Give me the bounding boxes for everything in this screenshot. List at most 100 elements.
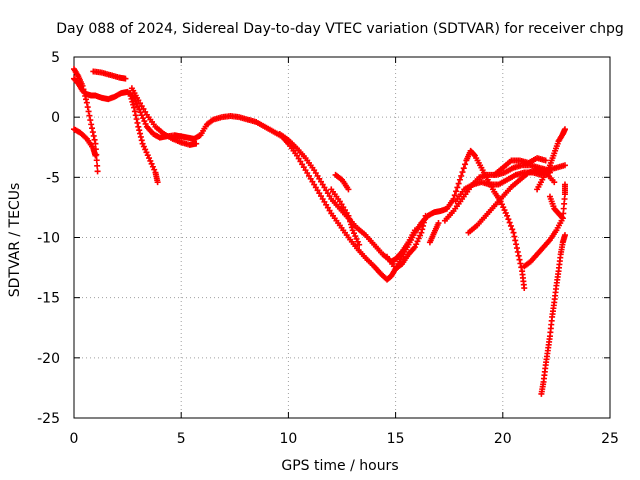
data-point <box>133 116 140 123</box>
y-tick-label: -5 <box>46 170 60 186</box>
y-tick-label: -20 <box>37 351 60 367</box>
data-point <box>459 169 466 176</box>
y-tick-label: -25 <box>37 411 60 427</box>
data-point <box>551 179 558 186</box>
x-tick-label: 20 <box>494 431 512 447</box>
data-point <box>91 136 98 143</box>
data-point <box>83 99 90 106</box>
data-point <box>138 137 145 144</box>
series-track-2 <box>71 66 101 175</box>
x-tick-label: 0 <box>70 431 79 447</box>
data-point <box>79 82 86 89</box>
data-point <box>128 95 135 102</box>
data-point <box>462 161 469 168</box>
data-point <box>81 89 88 96</box>
series-track-1 <box>71 75 528 292</box>
series-track-8 <box>328 186 363 248</box>
data-point <box>455 180 462 187</box>
data-point <box>136 127 143 134</box>
data-point <box>122 75 129 82</box>
data-point <box>515 252 522 259</box>
data-point <box>517 260 524 267</box>
data-point <box>92 152 99 159</box>
series-track-3 <box>71 126 99 159</box>
data-point <box>93 157 100 164</box>
data-point <box>561 181 568 188</box>
x-tick-label: 25 <box>601 431 619 447</box>
data-point <box>348 221 355 228</box>
data-point <box>456 176 463 183</box>
data-point <box>435 220 442 227</box>
data-point <box>453 188 460 195</box>
data-point <box>89 129 96 136</box>
data-point <box>419 226 426 233</box>
data-point <box>134 119 141 126</box>
series-track-11 <box>426 220 442 246</box>
data-point <box>454 184 461 191</box>
data-point <box>509 226 516 233</box>
x-tick-label: 5 <box>177 431 186 447</box>
chart-title: Day 088 of 2024, Sidereal Day-to-day VTE… <box>56 21 624 37</box>
data-point <box>561 162 568 169</box>
x-tick-label: 10 <box>279 431 297 447</box>
y-tick-label: -10 <box>37 231 60 247</box>
data-point <box>513 245 520 252</box>
data-point <box>94 168 101 175</box>
data-point <box>131 108 138 115</box>
data-point <box>86 112 93 119</box>
data-point <box>471 151 478 158</box>
data-point <box>506 219 513 226</box>
data-point <box>505 216 512 223</box>
data-point <box>559 215 566 222</box>
data-point <box>420 219 427 226</box>
data-point <box>512 237 519 244</box>
data-point <box>347 218 354 225</box>
data-point <box>513 241 520 248</box>
data-point <box>80 86 87 93</box>
y-tick-label: -15 <box>37 291 60 307</box>
data-point <box>521 285 528 292</box>
x-tick-label: 15 <box>387 431 405 447</box>
series-track-10 <box>384 212 429 272</box>
axis-ticks: 0 5 10 15 20 25 -25 -20 -15 -10 -5 0 5 <box>37 50 619 447</box>
data-point <box>511 233 518 240</box>
y-tick-label: 0 <box>51 110 60 126</box>
data-point <box>84 104 91 111</box>
data-point <box>420 222 427 229</box>
data-point <box>89 125 96 132</box>
data-point <box>421 216 428 223</box>
data-point <box>418 229 425 236</box>
data-series <box>71 66 568 397</box>
data-point <box>137 133 144 140</box>
x-axis-label: GPS time / hours <box>281 458 398 474</box>
series-track-6 <box>128 85 200 148</box>
data-point <box>137 130 144 137</box>
data-point <box>458 172 465 179</box>
data-point <box>129 98 136 105</box>
data-point <box>422 212 429 219</box>
data-point <box>154 179 161 186</box>
data-point <box>85 108 92 115</box>
series-track-4 <box>90 68 129 82</box>
data-point <box>127 92 134 99</box>
data-point <box>345 186 352 193</box>
series-track-17 <box>538 232 568 397</box>
data-point <box>516 256 523 263</box>
data-point <box>518 264 525 271</box>
y-axis-label: SDTVAR / TECUs <box>7 183 23 298</box>
data-point <box>504 212 511 219</box>
data-point <box>130 101 137 108</box>
data-point <box>135 123 142 130</box>
data-point <box>132 112 139 119</box>
data-point <box>510 229 517 236</box>
data-point <box>561 126 568 133</box>
series-track-19 <box>546 193 566 222</box>
series-track-9 <box>332 171 352 193</box>
data-point <box>356 241 363 248</box>
data-point <box>345 212 352 219</box>
data-point <box>131 104 138 111</box>
y-tick-label: 5 <box>51 50 60 66</box>
series-track-14 <box>465 167 558 236</box>
data-point <box>348 224 355 231</box>
